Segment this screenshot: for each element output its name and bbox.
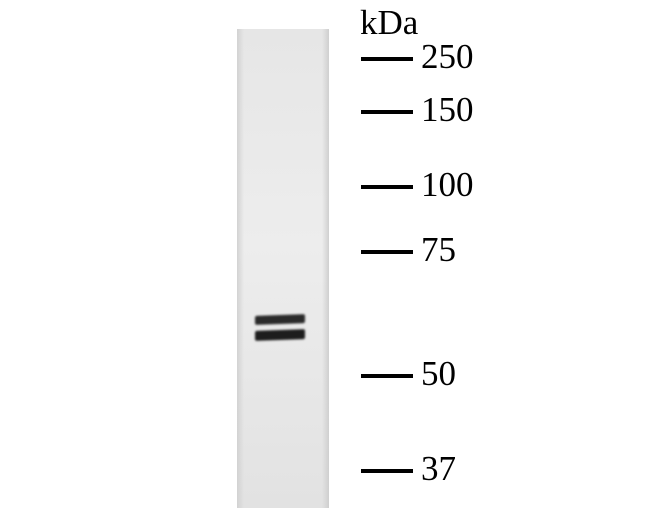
western-blot-figure: { "figure": { "type": "western-blot", "c… (0, 0, 650, 520)
marker-label: 250 (421, 37, 474, 77)
protein-band-upper (255, 314, 305, 325)
tick-icon (361, 110, 413, 114)
marker-label: 100 (421, 165, 474, 205)
tick-icon (361, 374, 413, 378)
marker-label: 37 (421, 449, 456, 489)
blot-lane (237, 29, 329, 508)
lane-left-edge-shadow (237, 29, 244, 508)
protein-band-lower (255, 329, 305, 341)
lane-right-edge-shadow (322, 29, 329, 508)
tick-icon (361, 57, 413, 61)
marker-label: 150 (421, 90, 474, 130)
tick-icon (361, 185, 413, 189)
tick-icon (361, 250, 413, 254)
blot-lane-background (237, 29, 329, 508)
marker-label: 75 (421, 230, 456, 270)
marker-label: 50 (421, 354, 456, 394)
tick-icon (361, 469, 413, 473)
unit-label-kda: kDa (360, 3, 418, 43)
